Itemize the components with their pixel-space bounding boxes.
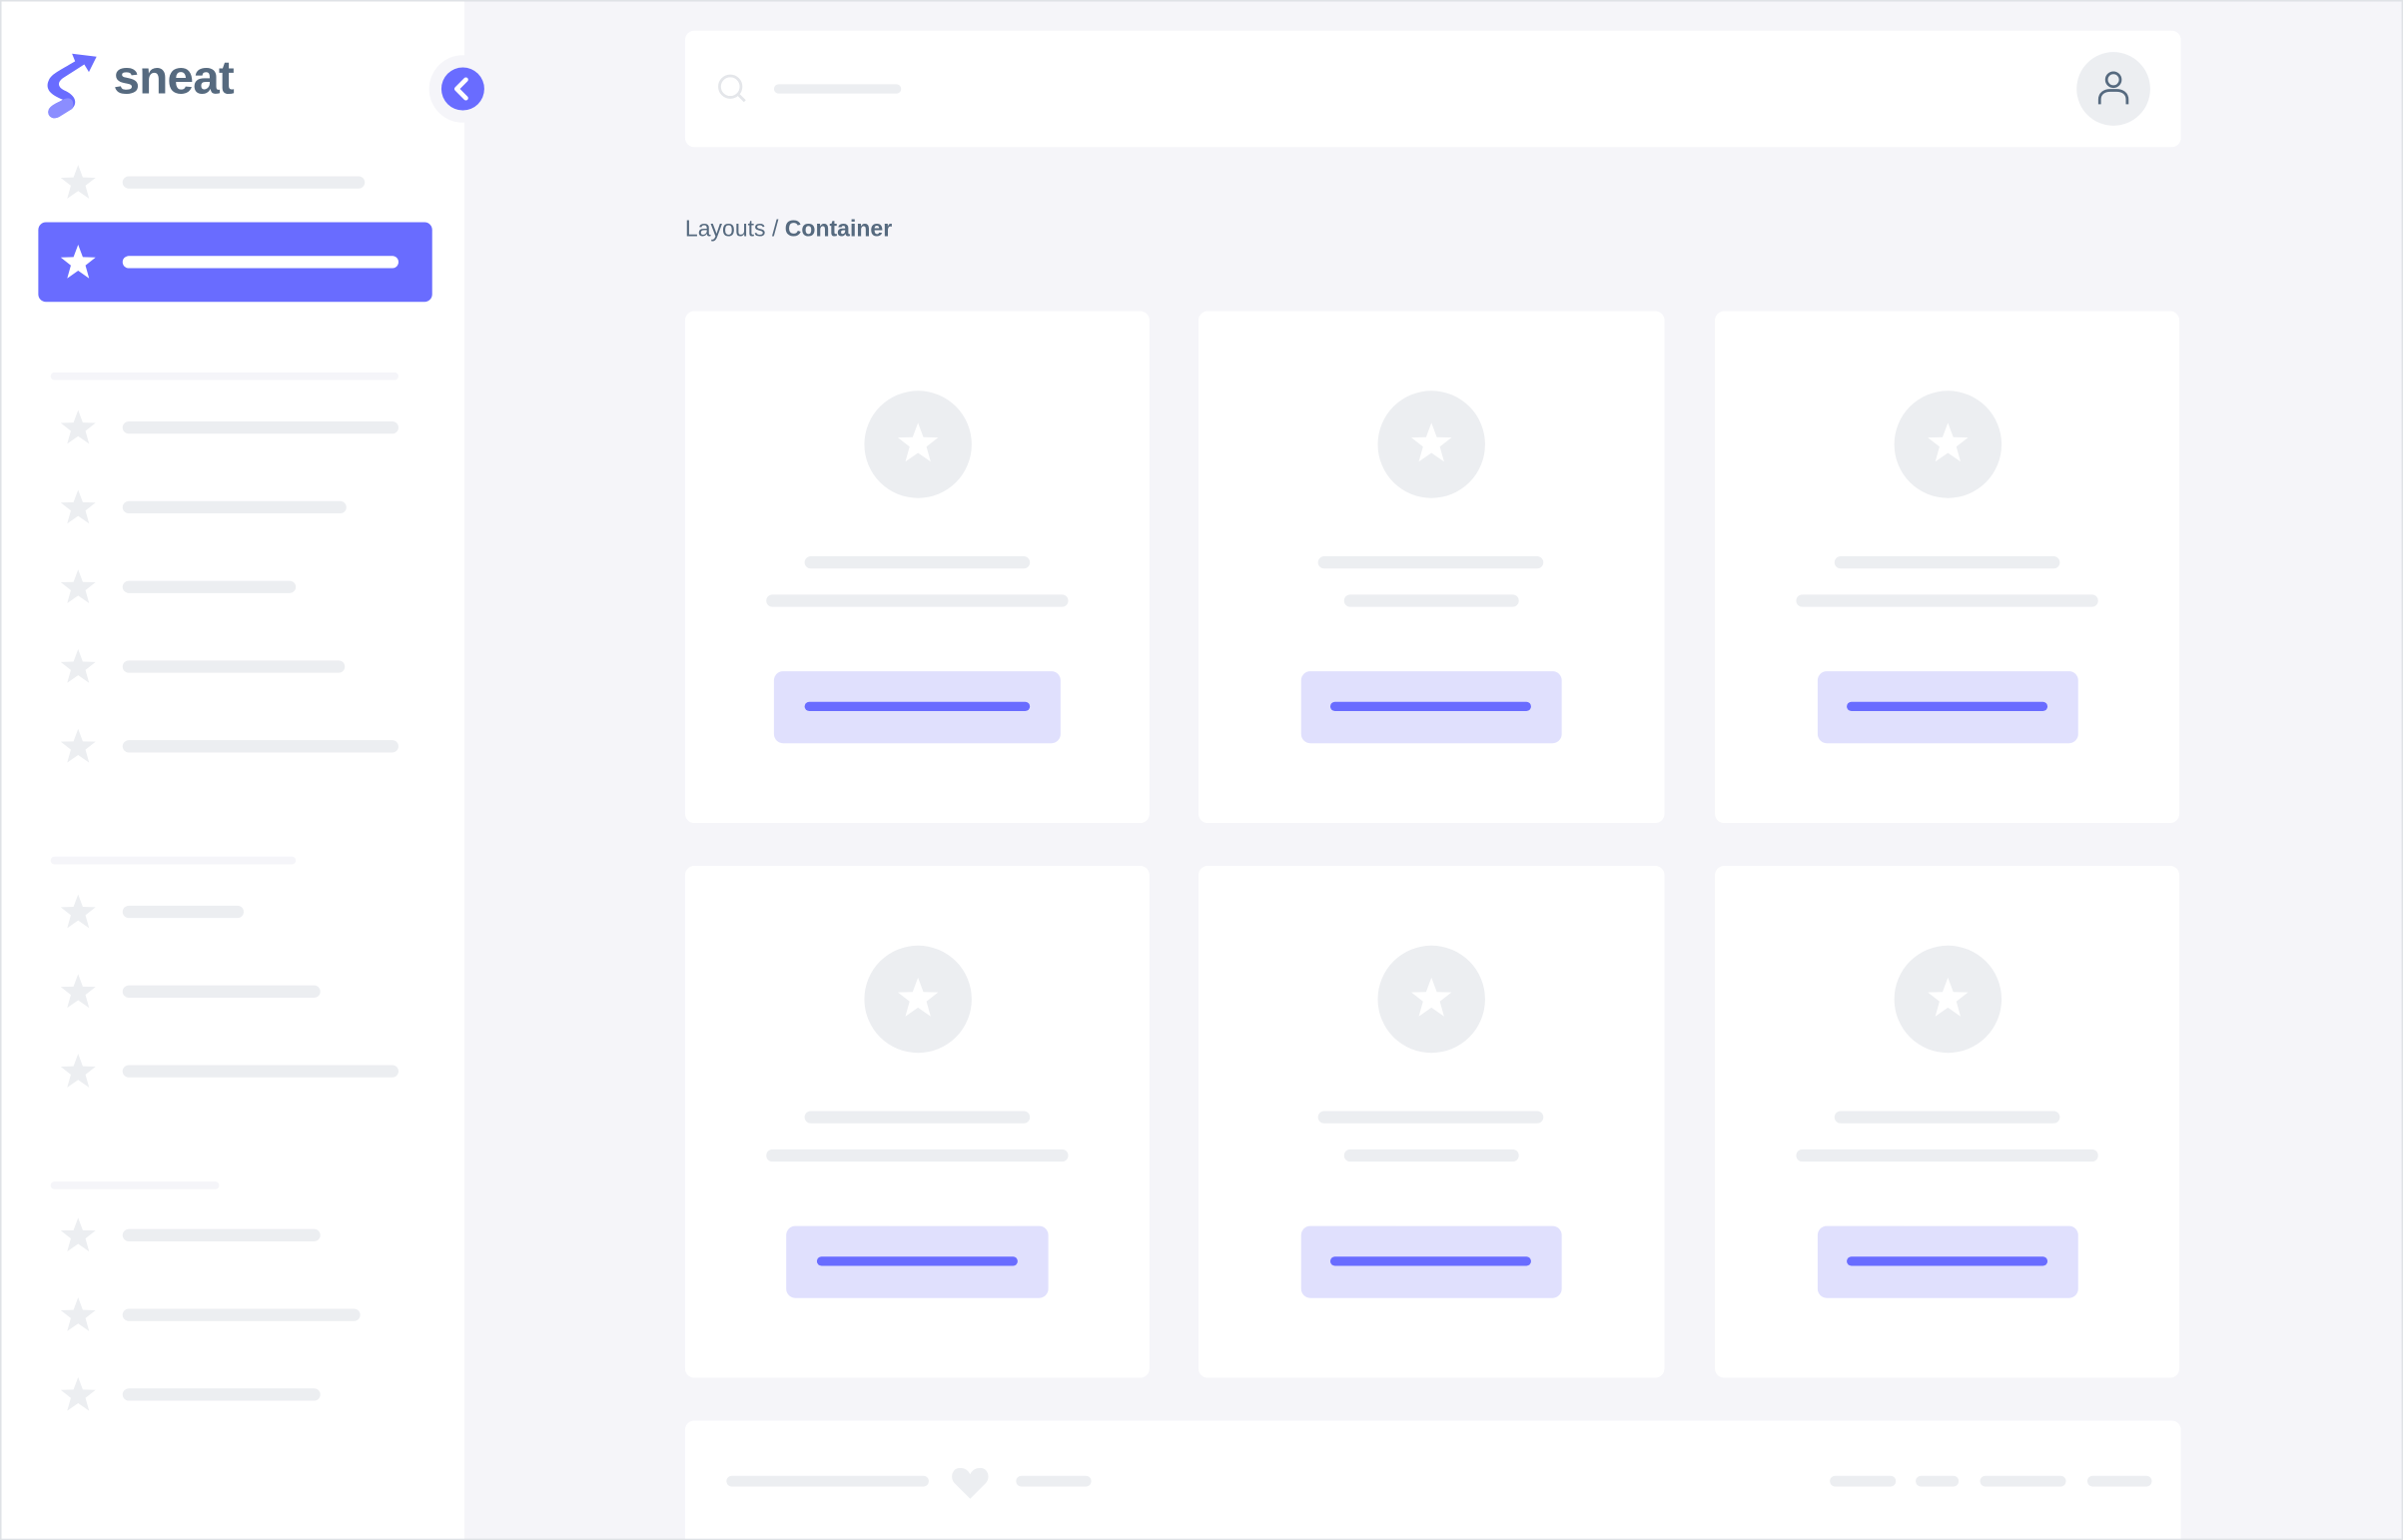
star-icon (58, 407, 98, 447)
star-icon (58, 487, 98, 527)
card-button[interactable] (773, 671, 1061, 744)
breadcrumb-separator: / (765, 216, 785, 243)
star-icon (58, 647, 98, 687)
star-icon (58, 163, 98, 203)
card-button[interactable] (786, 1225, 1049, 1298)
sidebar-item[interactable] (122, 1065, 399, 1078)
sidebar-item[interactable] (122, 420, 399, 434)
card-icon-circle (1893, 945, 2002, 1054)
brand-name: sneat (113, 50, 235, 105)
content-card (1198, 311, 1665, 824)
card-text-placeholder (1796, 1149, 2098, 1162)
content-card (1198, 865, 1665, 1378)
footer-text-placeholder (1016, 1475, 1092, 1487)
sneat-logo-icon (47, 53, 97, 119)
sidebar-section-header (50, 856, 297, 865)
sidebar-item[interactable] (122, 500, 347, 514)
card-button-label-placeholder (1329, 1256, 1531, 1266)
card-icon-circle (863, 945, 972, 1054)
star-icon (58, 892, 98, 932)
card-button-label-placeholder (1847, 701, 2048, 712)
search-icon (718, 74, 746, 103)
collapse-toggle[interactable] (428, 55, 497, 123)
card-button[interactable] (1817, 671, 2078, 744)
card-title-placeholder (1834, 1111, 2060, 1124)
card-title-placeholder (1317, 1111, 1544, 1124)
card-icon-circle (1377, 945, 1485, 1054)
card-text-placeholder (1343, 594, 1519, 607)
footer-link[interactable] (1916, 1475, 1960, 1487)
card-icon-circle (1377, 390, 1485, 498)
card-text-placeholder (766, 1149, 1069, 1162)
sidebar-item[interactable] (122, 905, 244, 919)
content-card (684, 311, 1150, 824)
sidebar-item[interactable] (122, 1228, 321, 1241)
footer-text-placeholder (726, 1475, 929, 1487)
breadcrumb-current: Container (784, 216, 893, 243)
content-card (684, 865, 1150, 1378)
star-icon (58, 1215, 98, 1255)
card-button[interactable] (1817, 1225, 2078, 1298)
card-button-label-placeholder (816, 1256, 1018, 1266)
star-icon (58, 567, 98, 607)
footer-link[interactable] (2086, 1475, 2152, 1487)
star-icon (894, 419, 940, 465)
star-icon (1408, 975, 1454, 1021)
star-icon (58, 972, 98, 1012)
card-text-placeholder (1796, 594, 2098, 607)
footer-link[interactable] (1980, 1475, 2066, 1487)
top-navbar (684, 30, 2181, 148)
card-text-placeholder (1343, 1149, 1519, 1162)
sidebar-item[interactable] (122, 256, 399, 269)
star-icon (1925, 975, 1971, 1021)
card-text-placeholder (766, 594, 1069, 607)
breadcrumb-parent[interactable]: Layouts (684, 216, 766, 243)
card-icon-circle (863, 390, 972, 498)
card-button-label-placeholder (1329, 701, 1531, 712)
content-card (1715, 865, 2180, 1378)
search-input[interactable] (773, 84, 902, 94)
sidebar-item[interactable] (122, 1308, 361, 1321)
sidebar-item[interactable] (122, 580, 297, 593)
star-icon (1408, 419, 1454, 465)
star-icon (1925, 419, 1971, 465)
card-title-placeholder (1317, 556, 1544, 569)
card-button-label-placeholder (1847, 1256, 2048, 1266)
content-card (1715, 311, 2180, 824)
card-button[interactable] (1300, 1225, 1562, 1298)
chevron-left-icon[interactable] (440, 67, 484, 111)
card-button[interactable] (1300, 671, 1562, 744)
sidebar-item[interactable] (122, 176, 366, 189)
card-title-placeholder (804, 556, 1031, 569)
sidebar: sneat (1, 1, 497, 1539)
sidebar-item[interactable] (122, 1388, 321, 1401)
breadcrumb: Layouts / Container (685, 216, 892, 242)
footer (684, 1420, 2181, 1539)
card-title-placeholder (804, 1111, 1031, 1124)
star-icon (58, 1295, 98, 1335)
star-icon (894, 975, 940, 1021)
star-icon (58, 726, 98, 766)
user-icon (2097, 71, 2129, 105)
sidebar-item[interactable] (122, 740, 399, 753)
card-button-label-placeholder (804, 701, 1031, 712)
star-icon (58, 242, 98, 282)
sidebar-section-header (50, 1181, 220, 1189)
user-avatar[interactable] (2076, 52, 2150, 126)
sidebar-item[interactable] (122, 660, 346, 673)
sidebar-section-header (50, 372, 399, 381)
heart-icon (952, 1467, 989, 1499)
star-icon (58, 1374, 98, 1414)
card-title-placeholder (1834, 556, 2060, 569)
star-icon (58, 1052, 98, 1092)
card-icon-circle (1893, 390, 2002, 498)
footer-link[interactable] (1830, 1475, 1897, 1487)
sidebar-item[interactable] (122, 985, 321, 998)
